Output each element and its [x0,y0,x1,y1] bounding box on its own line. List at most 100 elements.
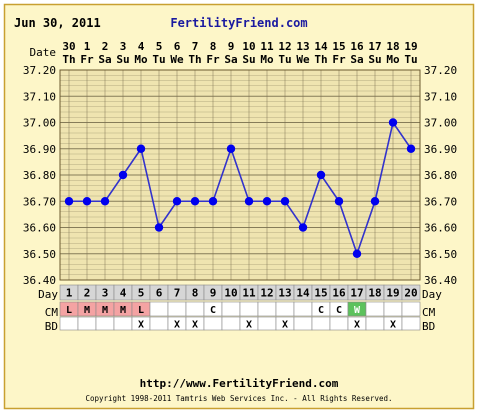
weekday-label: Su [116,53,129,66]
temperature-point[interactable] [244,197,254,206]
bd-cell [77,316,97,331]
day-row-label-right: Day [422,288,442,301]
day-number: 16 [332,287,346,300]
temperature-point[interactable] [334,197,344,206]
temperature-point[interactable] [406,144,416,153]
bd-cell [401,316,421,331]
y-tick-label: 36.90 [23,143,56,156]
date-label: 19 [404,40,417,53]
weekday-label: We [296,53,310,66]
bd-cell [203,316,223,331]
bd-cell [311,316,331,331]
y-tick-label: 36.60 [23,222,56,235]
cm-cell [293,301,313,317]
weekday-label: Su [242,53,255,66]
temperature-point[interactable] [316,170,326,180]
temperature-point[interactable] [208,197,218,206]
date-label: 17 [368,40,381,53]
y-tick-label-right: 37.10 [424,90,457,103]
cm-mark: W [354,305,361,316]
y-tick-label: 36.70 [23,195,56,208]
temperature-point[interactable] [388,118,398,127]
bd-mark: X [282,320,288,331]
cm-cell [149,301,169,317]
weekday-label: Tu [404,53,417,66]
day-number: 8 [192,287,199,300]
site-name[interactable]: FertilityFriend.com [170,16,307,30]
weekday-label: Th [314,53,327,66]
weekday-label: Tu [152,53,165,66]
cm-mark: M [102,305,108,316]
temperature-point[interactable] [298,223,308,232]
weekday-label: Th [62,53,75,66]
temperature-point[interactable] [190,197,200,206]
temperature-point[interactable] [82,197,92,206]
temperature-point[interactable] [172,197,182,206]
temperature-line [69,120,412,257]
day-number: 7 [174,287,181,300]
cm-cell [257,301,277,317]
date-label: 2 [102,40,109,53]
cm-cell [401,301,421,317]
day-cell [401,284,421,301]
bd-row-label-right: BD [422,320,435,333]
day-number: 5 [138,287,145,300]
bd-mark: X [174,320,180,331]
cm-mark: C [210,305,216,316]
temperature-point[interactable] [226,144,236,153]
row-labels: Date Day Day CM CM BD BD [30,46,443,333]
date-label: 12 [278,40,291,53]
day-number: 2 [84,287,91,300]
day-number: 11 [242,287,256,300]
date-label: 13 [296,40,309,53]
bd-cell [257,316,277,331]
temperature-point[interactable] [262,197,272,206]
y-tick-label: 36.40 [23,274,56,287]
temperature-point[interactable] [280,197,290,206]
day-number: 17 [350,287,363,300]
date-label: 4 [138,40,145,53]
temperature-point[interactable] [118,170,128,180]
temperature-point[interactable] [370,197,380,206]
temperature-point[interactable] [100,197,110,206]
plot-area: 36.40 36.40 36.50 36.50 36.60 36.60 36.70 36.70… [23,40,457,331]
y-tick-label: 37.10 [23,90,56,103]
date-label: 18 [386,40,399,53]
y-tick-label-right: 36.80 [424,169,457,182]
temperature-point[interactable] [136,144,146,153]
cm-cell [221,301,241,317]
day-number: 19 [386,287,399,300]
weekday-label: Fr [332,53,346,66]
y-tick-label-right: 37.00 [424,117,457,130]
temperature-point[interactable] [352,249,362,258]
day-number: 4 [120,287,127,300]
temperature-point[interactable] [64,197,74,206]
weekday-label: Fr [206,53,220,66]
y-tick-label-right: 36.90 [424,143,457,156]
date-label: 6 [174,40,181,53]
date-label: 30 [62,40,75,53]
cm-cell [383,301,403,317]
cm-row-label-right: CM [422,306,436,319]
bd-mark: X [138,320,144,331]
chart-date: Jun 30, 2011 [14,16,101,30]
cm-cell [239,301,259,317]
y-tick-label-right: 37.20 [424,64,457,77]
cm-cell [365,301,385,317]
date-label: 9 [228,40,235,53]
bd-mark: X [390,320,396,331]
cm-cell [167,301,187,317]
day-row-label: Day [38,288,58,301]
y-tick-label: 36.50 [23,248,56,261]
weekday-label: Sa [98,53,111,66]
date-label: 3 [120,40,127,53]
day-number: 6 [156,287,163,300]
date-label: 1 [84,40,91,53]
cm-mark: L [138,305,144,316]
temperature-point[interactable] [154,223,164,232]
bd-row-label: BD [45,320,58,333]
footer-url[interactable]: http://www.FertilityFriend.com [140,377,339,390]
weekday-label: We [170,53,184,66]
y-tick-label-right: 36.50 [424,248,457,261]
day-number: 13 [278,287,291,300]
